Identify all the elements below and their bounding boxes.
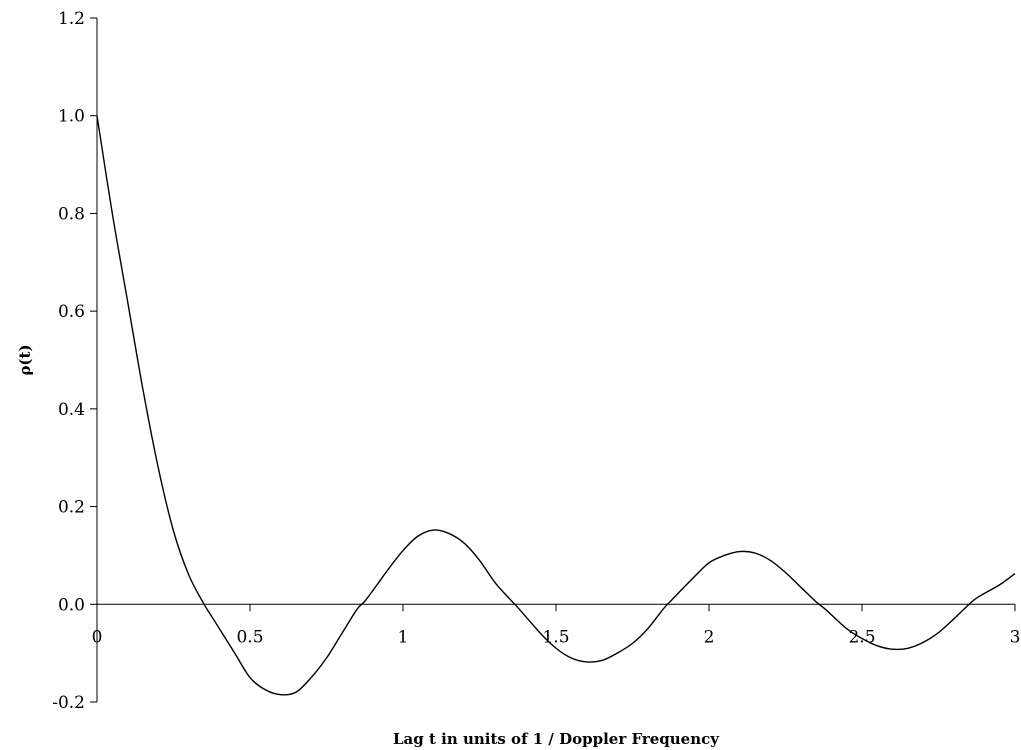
y-tick-label: 0.0 <box>58 595 85 615</box>
x-tick-label: 3 <box>1010 627 1021 647</box>
y-axis: -0.2 0.0 0.2 0.4 0.6 0.8 1.0 1.2 <box>52 9 98 713</box>
x-axis-title: Lag t in units of 1 / Doppler Frequency <box>393 730 720 748</box>
x-tick-label: 2.5 <box>848 627 875 647</box>
series-layer <box>96 115 1016 696</box>
y-tick-label: -0.2 <box>52 693 85 713</box>
x-tick-label: 1 <box>398 627 409 647</box>
y-axis-title: ρ(t) <box>16 344 34 375</box>
y-tick-label: 1.2 <box>58 9 85 29</box>
x-tick-label: 0.5 <box>236 627 263 647</box>
y-tick-label: 0.8 <box>58 204 85 224</box>
x-axis: 0 0.5 1 1.5 2 2.5 3 <box>92 603 1021 647</box>
series-line <box>96 115 1016 696</box>
y-tick-label: 1.0 <box>58 107 85 127</box>
y-tick-label: 0.6 <box>58 302 85 322</box>
y-tick-label: 0.4 <box>58 400 85 420</box>
x-tick-label: 2 <box>704 627 715 647</box>
y-tick-label: 0.2 <box>58 498 85 518</box>
x-tick-label: 0 <box>92 627 103 647</box>
x-tick-label: 1.5 <box>542 627 569 647</box>
